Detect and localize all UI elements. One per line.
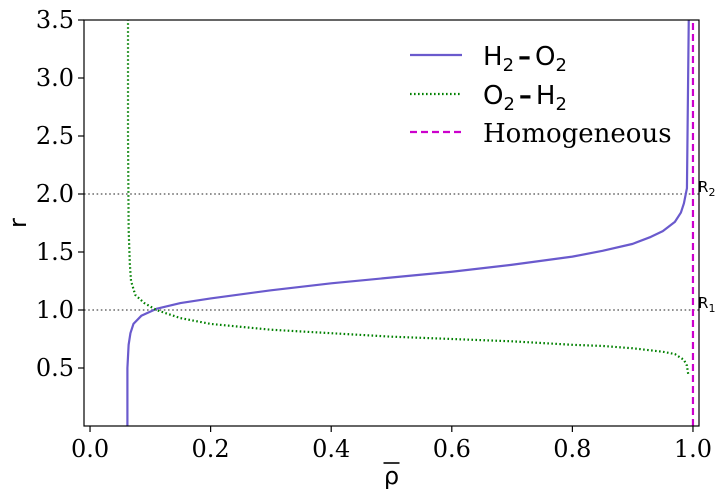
y-tick-label: 3.5 xyxy=(36,6,74,34)
x-tick-label: 0.4 xyxy=(312,435,350,463)
x-axis-label: ρ xyxy=(384,462,399,490)
legend-subscript-a: 2 xyxy=(503,94,514,115)
reference-label-subscript: 1 xyxy=(708,302,715,315)
legend-subscript-b: 2 xyxy=(555,55,566,76)
reference-label-main: R xyxy=(698,178,708,196)
reference-label-1: R1 xyxy=(698,294,715,315)
legend-species-b: O xyxy=(535,42,555,72)
x-tick-label: 0.8 xyxy=(553,435,591,463)
y-tick-label: 1.0 xyxy=(36,296,74,324)
legend-subscript-b: 2 xyxy=(555,94,566,115)
y-tick-label: 3.0 xyxy=(36,64,74,92)
x-tick-label: 0.6 xyxy=(433,435,471,463)
axis-ticks: 0.0 0.2 0.4 0.6 0.8 1.0 0.5 1.0 1.5 2.0 2.5 3.0 3.5 xyxy=(36,6,712,463)
plot-frame xyxy=(83,19,700,427)
legend-label-3: Homogeneous xyxy=(483,119,672,149)
y-tick-label: 1.5 xyxy=(36,238,74,266)
y-tick-label: 2.0 xyxy=(36,180,74,208)
series-lines xyxy=(126,19,695,426)
legend-separator: – xyxy=(519,81,532,111)
x-tick-label: 1.0 xyxy=(674,435,712,463)
reference-label-subscript: 2 xyxy=(708,186,715,199)
reference-label-2: R2 xyxy=(698,178,715,199)
x-tick-label: 0.0 xyxy=(71,435,109,463)
legend-species-a: H xyxy=(483,42,503,72)
reference-lines xyxy=(84,193,699,311)
legend-label-2: O2– H2 xyxy=(483,81,567,115)
legend-subscript-a: 2 xyxy=(503,55,514,76)
x-tick-label: 0.2 xyxy=(192,435,230,463)
y-tick-label: 2.5 xyxy=(36,122,74,150)
reference-label-main: R xyxy=(698,294,708,312)
series-line-1 xyxy=(126,19,690,426)
legend-separator: – xyxy=(518,42,531,72)
y-axis-label: r xyxy=(4,218,32,228)
legend-label-1: H2– O2 xyxy=(483,42,567,76)
series-line-2 xyxy=(126,20,690,374)
legend-species-a: O xyxy=(483,81,503,111)
y-tick-label: 0.5 xyxy=(36,354,74,382)
legend-species-b: H xyxy=(536,81,556,111)
